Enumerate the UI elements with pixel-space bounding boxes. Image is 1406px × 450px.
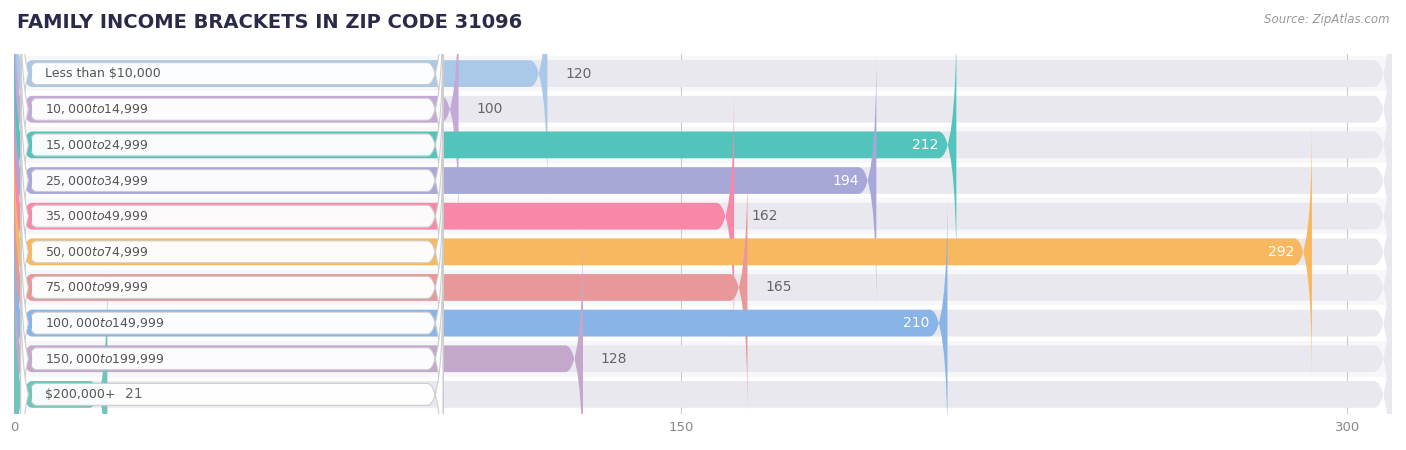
- Text: $200,000+: $200,000+: [45, 388, 115, 401]
- Bar: [14, 270, 1392, 305]
- FancyBboxPatch shape: [14, 158, 1392, 417]
- FancyBboxPatch shape: [21, 209, 443, 437]
- FancyBboxPatch shape: [21, 0, 443, 223]
- Text: $10,000 to $14,999: $10,000 to $14,999: [45, 102, 148, 116]
- Circle shape: [30, 138, 31, 152]
- FancyBboxPatch shape: [21, 103, 443, 330]
- FancyBboxPatch shape: [14, 0, 458, 238]
- FancyBboxPatch shape: [21, 281, 443, 450]
- FancyBboxPatch shape: [21, 67, 443, 294]
- Bar: [14, 377, 1392, 412]
- Circle shape: [30, 387, 31, 402]
- Bar: [14, 198, 1392, 234]
- FancyBboxPatch shape: [14, 16, 956, 274]
- FancyBboxPatch shape: [14, 230, 583, 450]
- FancyBboxPatch shape: [21, 138, 443, 365]
- Text: $15,000 to $24,999: $15,000 to $24,999: [45, 138, 148, 152]
- Text: Less than $10,000: Less than $10,000: [45, 67, 160, 80]
- FancyBboxPatch shape: [14, 16, 1392, 274]
- Text: $75,000 to $99,999: $75,000 to $99,999: [45, 280, 148, 294]
- FancyBboxPatch shape: [21, 174, 443, 401]
- Bar: [14, 91, 1392, 127]
- FancyBboxPatch shape: [14, 122, 1392, 381]
- Text: 292: 292: [1268, 245, 1294, 259]
- Text: 128: 128: [600, 352, 627, 366]
- FancyBboxPatch shape: [14, 0, 547, 203]
- FancyBboxPatch shape: [14, 0, 1392, 238]
- FancyBboxPatch shape: [14, 51, 1392, 310]
- Text: $100,000 to $149,999: $100,000 to $149,999: [45, 316, 165, 330]
- Circle shape: [30, 245, 31, 259]
- FancyBboxPatch shape: [21, 0, 443, 187]
- Text: 100: 100: [477, 102, 503, 116]
- Circle shape: [30, 173, 31, 188]
- Text: 194: 194: [832, 174, 859, 188]
- Text: $150,000 to $199,999: $150,000 to $199,999: [45, 352, 165, 366]
- Text: Source: ZipAtlas.com: Source: ZipAtlas.com: [1264, 14, 1389, 27]
- FancyBboxPatch shape: [21, 245, 443, 450]
- FancyBboxPatch shape: [14, 0, 1392, 203]
- FancyBboxPatch shape: [14, 51, 876, 310]
- FancyBboxPatch shape: [14, 87, 1392, 346]
- FancyBboxPatch shape: [14, 194, 1392, 450]
- FancyBboxPatch shape: [14, 230, 1392, 450]
- FancyBboxPatch shape: [14, 122, 1312, 381]
- Bar: [14, 234, 1392, 270]
- FancyBboxPatch shape: [14, 158, 748, 417]
- Text: 165: 165: [765, 280, 792, 294]
- Bar: [14, 341, 1392, 377]
- Text: $35,000 to $49,999: $35,000 to $49,999: [45, 209, 148, 223]
- Circle shape: [30, 280, 31, 295]
- Circle shape: [30, 209, 31, 223]
- Bar: [14, 163, 1392, 198]
- Text: 21: 21: [125, 387, 143, 401]
- Text: $50,000 to $74,999: $50,000 to $74,999: [45, 245, 148, 259]
- Circle shape: [30, 66, 31, 81]
- FancyBboxPatch shape: [14, 265, 1392, 450]
- Bar: [14, 305, 1392, 341]
- Bar: [14, 56, 1392, 91]
- Text: FAMILY INCOME BRACKETS IN ZIP CODE 31096: FAMILY INCOME BRACKETS IN ZIP CODE 31096: [17, 14, 522, 32]
- Text: 212: 212: [912, 138, 939, 152]
- FancyBboxPatch shape: [14, 87, 734, 346]
- Text: $25,000 to $34,999: $25,000 to $34,999: [45, 174, 148, 188]
- FancyBboxPatch shape: [14, 194, 948, 450]
- Circle shape: [30, 351, 31, 366]
- Circle shape: [30, 102, 31, 117]
- Bar: [14, 127, 1392, 163]
- FancyBboxPatch shape: [21, 31, 443, 259]
- Text: 162: 162: [752, 209, 779, 223]
- FancyBboxPatch shape: [14, 265, 107, 450]
- Text: 120: 120: [565, 67, 592, 81]
- Text: 210: 210: [903, 316, 929, 330]
- Circle shape: [30, 316, 31, 330]
